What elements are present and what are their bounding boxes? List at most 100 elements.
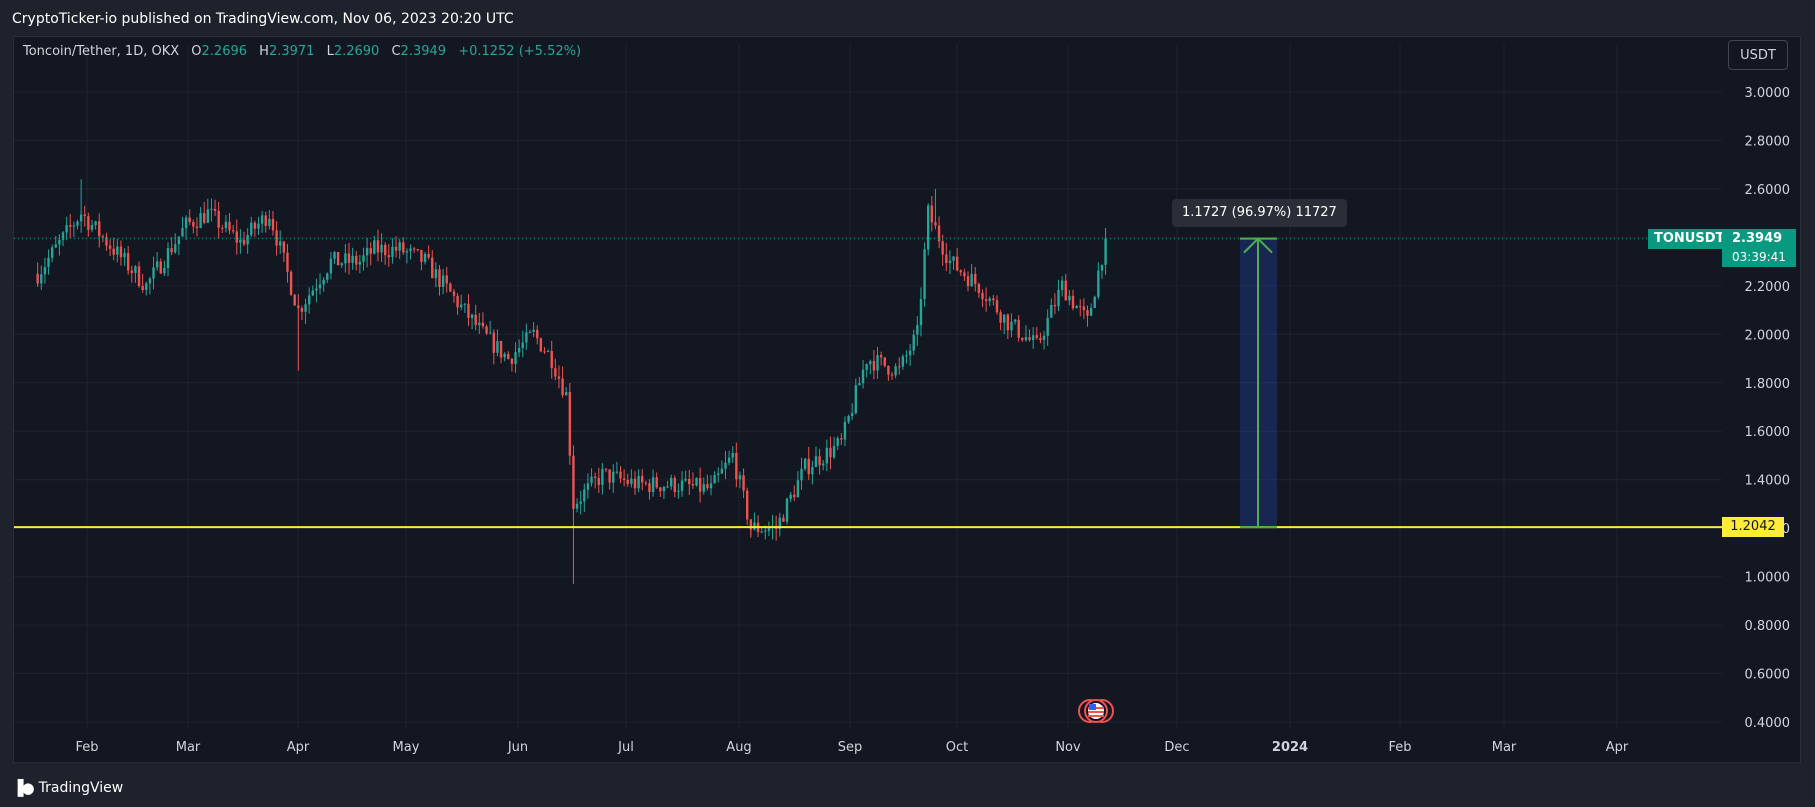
candle-body <box>724 462 727 469</box>
candle-body <box>738 475 742 480</box>
candle-body <box>170 248 173 253</box>
candle-body <box>575 503 579 509</box>
time-tick-label: Apr <box>1606 740 1629 755</box>
candle-body <box>659 487 662 492</box>
candle-body <box>615 471 619 473</box>
candle-body <box>221 227 224 229</box>
candle-body <box>217 210 220 228</box>
candle-body <box>930 205 934 223</box>
candle-body <box>579 501 582 504</box>
candle-body <box>955 256 959 271</box>
candle-body <box>869 361 872 365</box>
candle-body <box>811 467 814 475</box>
candle-body <box>188 217 191 222</box>
candle-body <box>391 246 394 258</box>
price-tick-label: 1.4000 <box>1745 474 1791 489</box>
candle-body <box>145 283 148 290</box>
candle-body <box>304 304 307 312</box>
time-tick-label: Sep <box>838 740 863 755</box>
candle-body <box>98 221 101 237</box>
candle-body <box>488 332 492 334</box>
candle-body <box>58 239 61 245</box>
candle-body <box>72 225 76 227</box>
candle-body <box>644 482 648 484</box>
candle-body <box>593 476 597 479</box>
ticker-tag: TONUSDT <box>1648 229 1731 249</box>
candle-body <box>963 272 966 277</box>
candle-body <box>995 300 999 313</box>
candle-body <box>517 347 521 353</box>
candle-body <box>369 248 372 254</box>
candle-body <box>347 253 351 263</box>
candle-body <box>1064 280 1067 301</box>
candle-body <box>119 246 123 258</box>
candle-body <box>485 326 488 334</box>
candle-body <box>50 247 54 258</box>
candle-body <box>271 218 275 231</box>
candle-body <box>753 522 756 530</box>
price-tick-label: 1.0000 <box>1745 571 1791 586</box>
chart-frame[interactable] <box>13 36 1801 763</box>
candle-body <box>344 253 347 264</box>
candle-body <box>818 456 821 466</box>
candle-body <box>322 279 325 285</box>
price-tick-label: 2.0000 <box>1745 328 1791 343</box>
candle-body <box>532 329 535 332</box>
high-label: H <box>259 44 269 59</box>
candle-body <box>1086 310 1089 316</box>
candle-body <box>883 357 886 366</box>
candle-body <box>974 273 977 284</box>
candle-body <box>177 236 181 245</box>
candle-body <box>315 288 318 291</box>
candle-body <box>890 374 894 376</box>
candle-body <box>822 463 825 466</box>
candle-body <box>590 476 593 484</box>
candle-body <box>887 365 890 375</box>
candle-body <box>876 355 879 371</box>
candle-body <box>94 221 97 226</box>
close-label: C <box>391 44 401 59</box>
candle-body <box>981 292 984 300</box>
candle-body <box>224 221 228 229</box>
low-label: L <box>326 44 334 59</box>
candle-body <box>43 266 47 275</box>
candle-body <box>416 249 419 251</box>
us-flag-event-icon[interactable] <box>1077 698 1115 724</box>
candle-body <box>557 376 561 379</box>
time-tick-label: Jul <box>617 740 634 755</box>
candle-body <box>452 291 456 296</box>
candle-body <box>286 252 289 272</box>
candle-body <box>333 252 336 259</box>
candle-body <box>927 205 930 250</box>
candle-body <box>695 477 698 486</box>
open-label: O <box>191 44 202 59</box>
candle-body <box>706 484 709 489</box>
candle-body <box>525 332 528 343</box>
candle-body <box>941 241 944 255</box>
candle-body <box>879 355 883 358</box>
candle-body <box>648 483 651 492</box>
candle-body <box>666 486 669 488</box>
currency-unit-button[interactable]: USDT <box>1728 40 1788 70</box>
candle-body <box>134 266 137 273</box>
candle-body <box>1075 306 1078 309</box>
price-axis: 3.00002.80002.60002.40002.20002.00001.80… <box>1745 86 1791 731</box>
candle-body <box>1053 304 1057 307</box>
candle-body <box>1093 296 1096 308</box>
candle-body <box>203 213 206 223</box>
candle-body <box>669 477 673 487</box>
candle-body <box>83 214 86 217</box>
measure-arrow-head <box>1243 237 1273 254</box>
tradingview-logo-icon: ▐● <box>12 779 35 797</box>
candle-body <box>861 369 865 384</box>
candle-body <box>402 242 405 253</box>
open-value: 2.2696 <box>201 44 248 59</box>
candle-body <box>641 476 644 483</box>
candle-body <box>282 241 286 253</box>
candle-body <box>434 269 438 279</box>
candle-body <box>550 350 553 369</box>
candle-body <box>1068 295 1071 301</box>
candle-body <box>1071 295 1075 309</box>
candle-body <box>1035 335 1038 338</box>
